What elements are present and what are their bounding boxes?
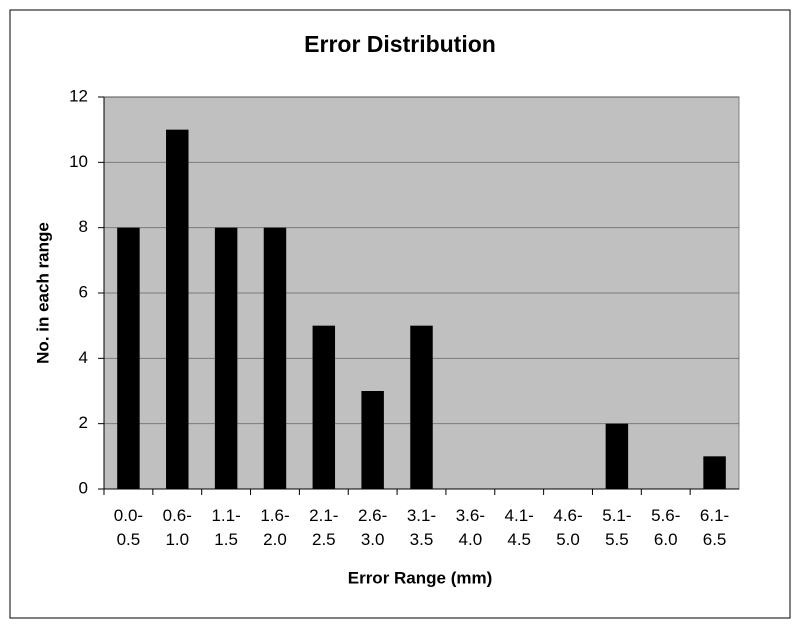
bar (214, 227, 238, 489)
bar (117, 227, 140, 489)
x-tick-label: 1.6-2.0 (260, 506, 289, 549)
x-tick-label: 1.1-1.5 (211, 506, 240, 549)
bar (166, 129, 189, 489)
x-tick-label: 4.1-4.5 (505, 506, 534, 549)
bar (703, 456, 726, 489)
x-axis-label: Error Range (mm) (348, 568, 493, 587)
bar (263, 227, 287, 489)
x-tick-label: 6.1-6.5 (700, 506, 729, 549)
x-tick-label: 4.6-5.0 (553, 506, 582, 549)
x-tick-label: 3.6-4.0 (456, 506, 485, 549)
y-tick-label: 10 (69, 152, 88, 171)
y-tick-label: 12 (69, 86, 88, 105)
bar (312, 325, 336, 489)
y-axis-label: No. in each range (33, 222, 52, 364)
y-tick-label: 8 (79, 217, 88, 236)
y-tick-label: 4 (79, 348, 88, 367)
x-tick-label: 5.6-6.0 (651, 506, 680, 549)
y-tick-label: 0 (79, 478, 88, 497)
x-tick-label: 2.6-3.0 (358, 506, 387, 549)
x-tick-label: 0.6-1.0 (163, 506, 192, 549)
bar (361, 391, 384, 489)
x-tick-label: 2.1-2.5 (309, 506, 338, 549)
y-tick-label: 2 (79, 413, 88, 432)
x-tick-label: 3.1-3.5 (407, 506, 436, 549)
bar (605, 423, 629, 489)
chart-title: Error Distribution (304, 31, 496, 57)
bar (410, 325, 433, 489)
x-tick-label: 0.0-0.5 (114, 506, 143, 549)
x-tick-label: 5.1-5.5 (602, 506, 631, 549)
y-tick-label: 6 (79, 282, 88, 301)
